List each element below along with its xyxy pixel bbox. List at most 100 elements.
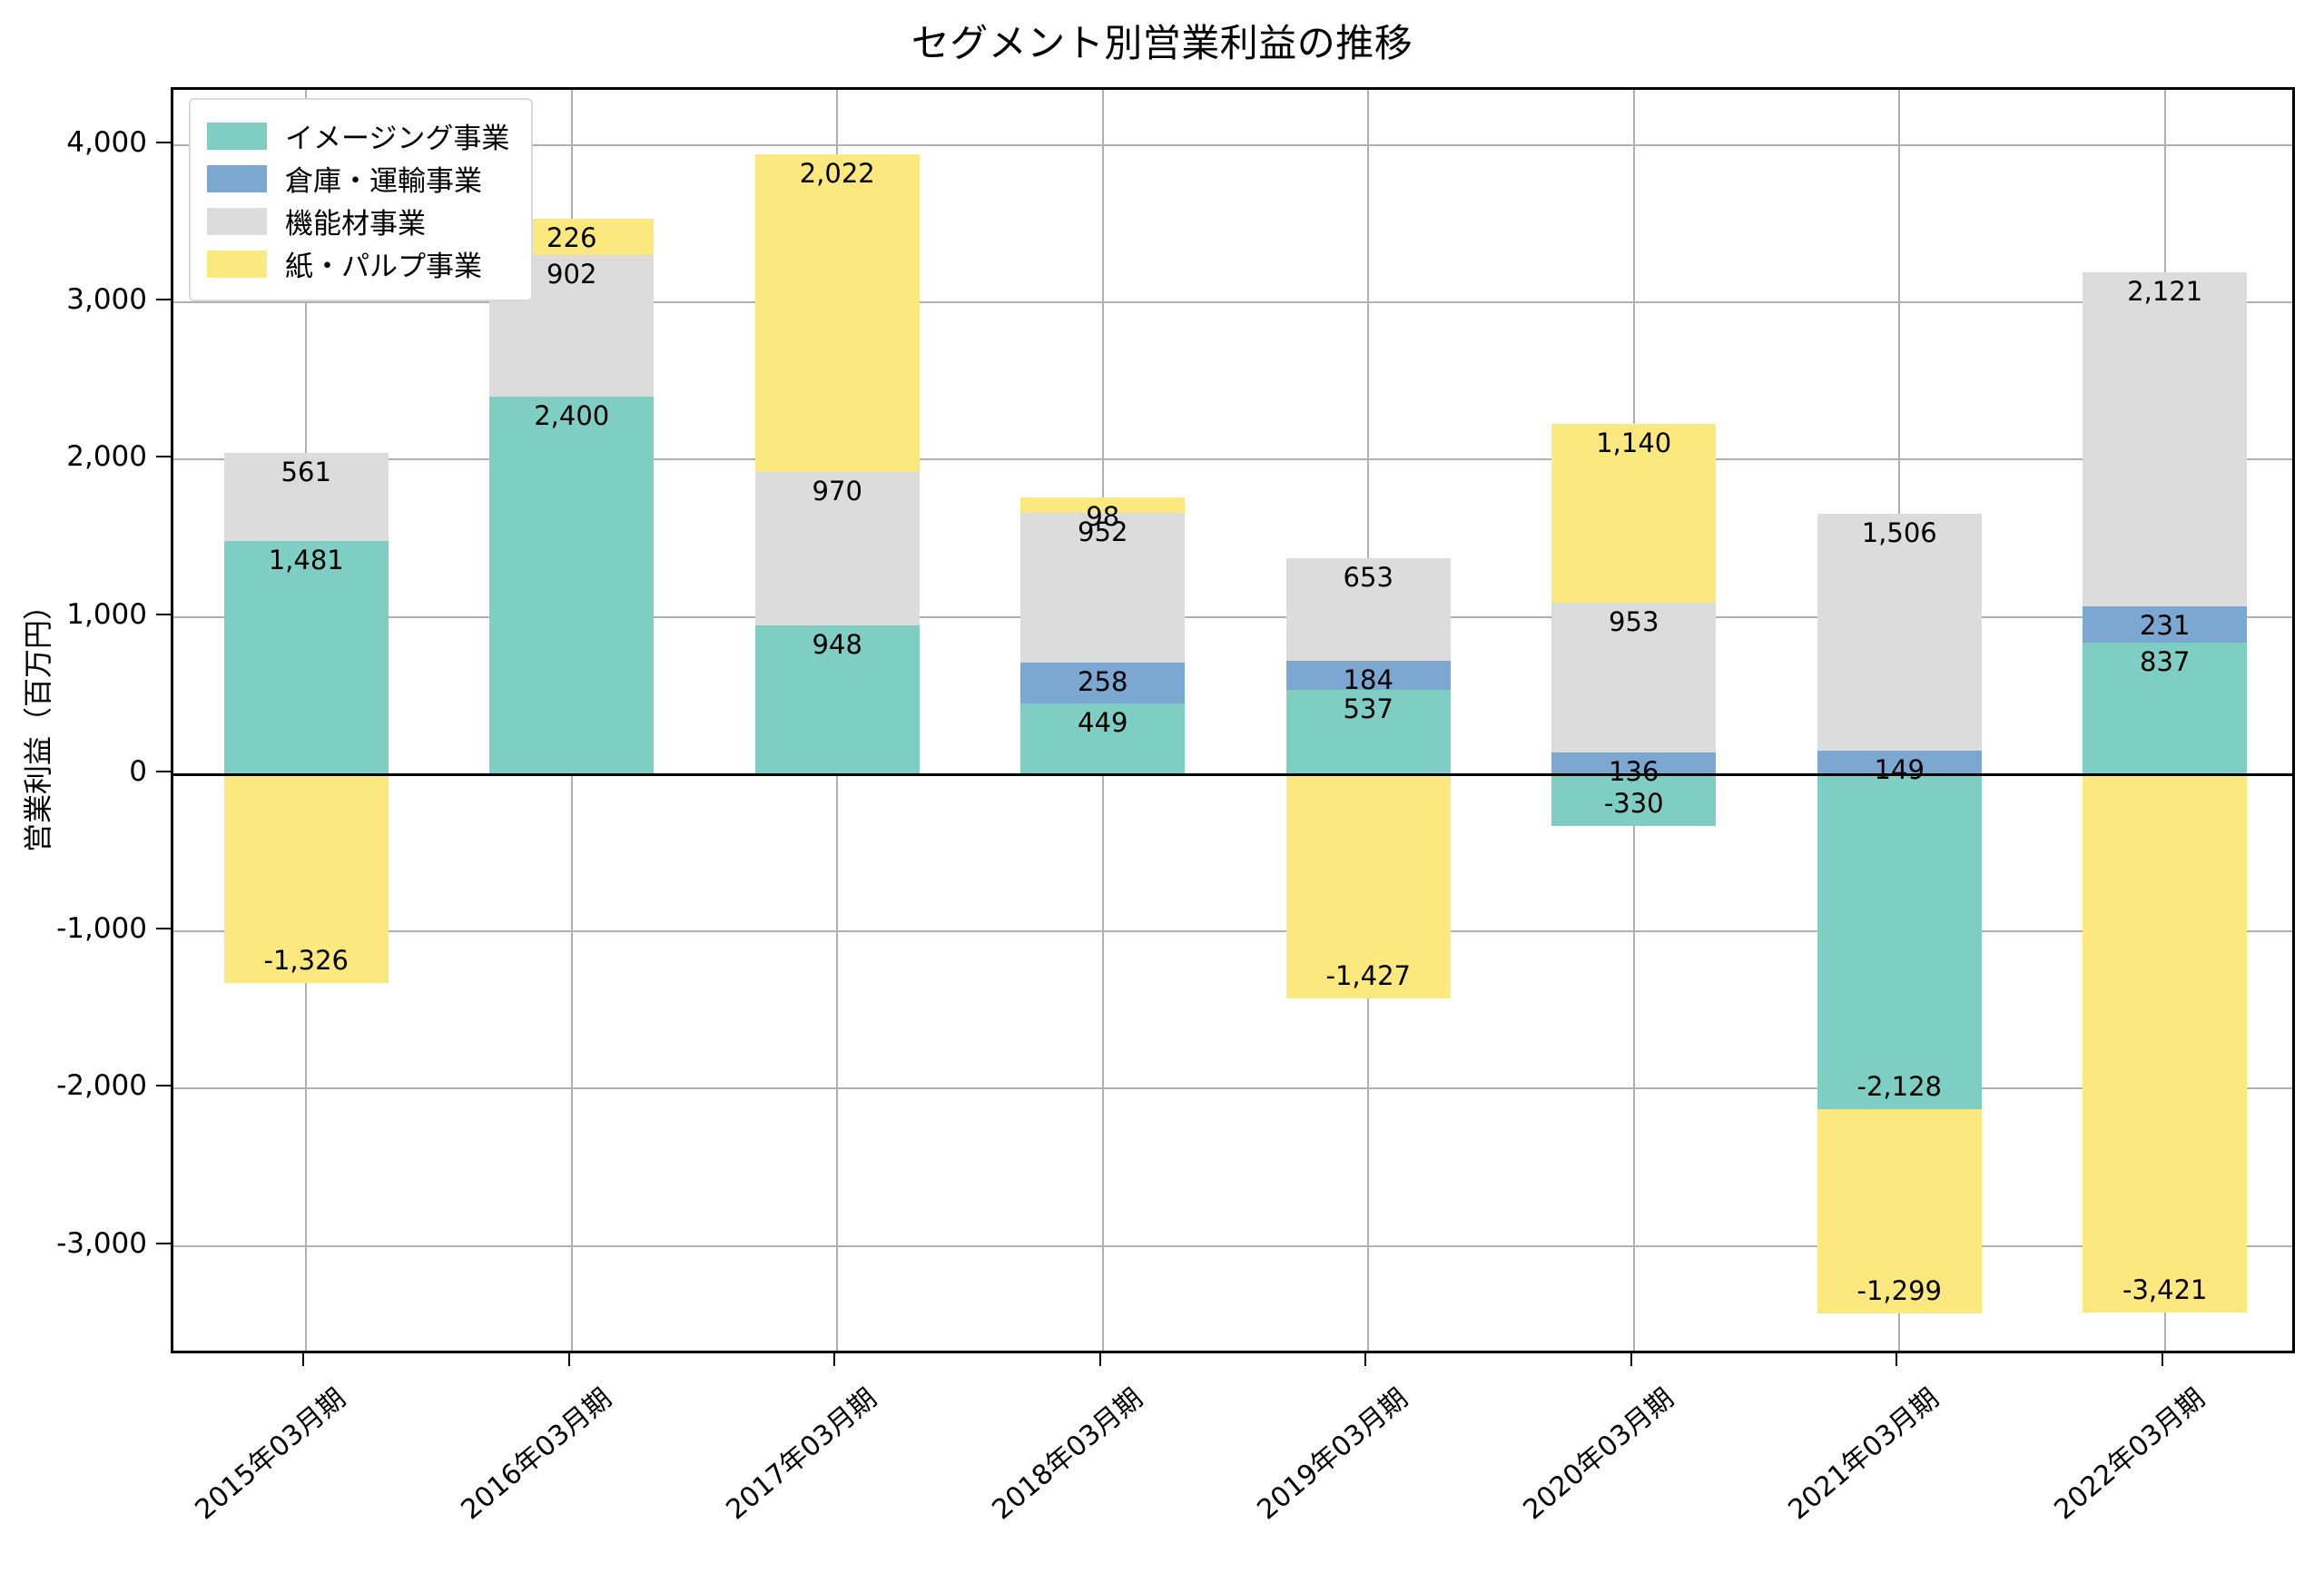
bar-segment[interactable]: [754, 154, 920, 473]
legend-item[interactable]: 紙・パルプ事業: [207, 242, 509, 285]
bar-value-label: 952: [1078, 516, 1128, 548]
x-tick-mark: [2161, 1353, 2163, 1366]
x-tick-label: 2021年03月期: [1782, 1382, 1945, 1527]
bar-value-label: -2,128: [1856, 1070, 1942, 1102]
bar-segment[interactable]: [2083, 642, 2248, 774]
bar-value-label: 2,022: [799, 158, 875, 190]
bar-segment[interactable]: [1551, 603, 1717, 753]
x-tick-label: 2016年03月期: [455, 1382, 618, 1527]
y-axis-label: 営業利益（百万円）: [21, 590, 55, 852]
bar-value-label: 948: [812, 628, 862, 660]
bar-segment[interactable]: [1817, 514, 1982, 751]
bar-value-label: 1,140: [1596, 427, 1672, 458]
bar-value-label: 2,121: [2127, 276, 2203, 308]
legend-label: 紙・パルプ事業: [285, 251, 482, 283]
bar-segment[interactable]: [223, 452, 389, 542]
bar-segment[interactable]: [2083, 773, 2248, 1313]
bar-value-label: 98: [1086, 501, 1120, 533]
bar-value-label: 902: [547, 258, 597, 290]
legend-label: イメージング事業: [285, 123, 510, 155]
gridline-horizontal: [173, 143, 2292, 146]
bar-value-label: -3,421: [2122, 1273, 2208, 1305]
gridline-horizontal: [173, 1087, 2292, 1090]
bar-segment[interactable]: [1020, 513, 1186, 664]
y-tick-label: 1,000: [66, 597, 147, 631]
bar-segment[interactable]: [223, 773, 389, 983]
bar-segment[interactable]: [1285, 557, 1451, 661]
y-tick-mark: [156, 770, 171, 772]
bar-segment[interactable]: [754, 472, 920, 625]
legend-item[interactable]: 機能材事業: [207, 200, 509, 242]
bar-segment[interactable]: [489, 396, 655, 774]
bar-segment[interactable]: [1020, 663, 1186, 703]
bar-value-label: 258: [1078, 666, 1128, 698]
y-tick-mark: [156, 298, 171, 300]
bar-value-label: 953: [1609, 606, 1659, 638]
x-tick-label: 2015年03月期: [189, 1382, 352, 1527]
chart-title: セグメント別営業利益の推移: [911, 21, 1413, 65]
bar-value-label: 970: [812, 476, 862, 507]
bar-segment[interactable]: [223, 541, 389, 774]
bar-value-label: -1,427: [1325, 960, 1411, 992]
gridline-horizontal: [173, 458, 2292, 461]
bar-value-label: -330: [1603, 788, 1664, 819]
plot-area: 1,481 561 -1,326 2,400 902 226 948 970 2,022 449 2…: [171, 87, 2295, 1353]
legend-item[interactable]: 倉庫・運輸事業: [207, 157, 509, 200]
legend-label: 機能材事業: [285, 208, 426, 241]
bar-value-label: 226: [547, 222, 597, 254]
bar-value-label: 837: [2140, 645, 2191, 677]
bar-value-label: 1,506: [1861, 517, 1937, 549]
bar-value-label: 149: [1874, 753, 1925, 785]
zero-line: [173, 772, 2292, 776]
bar-group[interactable]: 1,481 561 -1,326: [223, 90, 389, 1351]
bar-group[interactable]: 537 184 653 -1,427: [1285, 90, 1451, 1351]
y-tick-label: 2,000: [66, 440, 147, 474]
x-tick-mark: [567, 1353, 570, 1366]
gridline-horizontal: [173, 930, 2292, 933]
bar-segment[interactable]: [1285, 689, 1451, 774]
bar-segment[interactable]: [1817, 773, 1982, 1109]
bar-value-label: 231: [2140, 609, 2191, 641]
bar-segment[interactable]: [754, 624, 920, 774]
x-tick-label: 2017年03月期: [720, 1382, 883, 1527]
bar-segment[interactable]: [2083, 605, 2248, 643]
bar-segment[interactable]: [2083, 272, 2248, 606]
y-tick-mark: [156, 141, 171, 143]
gridline-horizontal: [173, 300, 2292, 303]
legend-item[interactable]: イメージング事業: [207, 114, 509, 157]
bar-group[interactable]: 837 231 2,121 -3,421: [2083, 90, 2248, 1351]
y-tick-mark: [156, 456, 171, 458]
gridline-horizontal: [173, 1244, 2292, 1247]
bar-segment[interactable]: [1020, 497, 1186, 514]
x-tick-label: 2020年03月期: [1517, 1382, 1680, 1527]
bar-group[interactable]: -2,128 149 1,506 -1,299: [1817, 90, 1982, 1351]
bar-value-label: 136: [1609, 756, 1659, 788]
bar-segment[interactable]: [1817, 750, 1982, 774]
bar-segment[interactable]: [1817, 1108, 1982, 1313]
bar-value-label: 184: [1343, 664, 1393, 695]
bar-value-label: 561: [281, 456, 331, 487]
bar-group[interactable]: 948 970 2,022: [754, 90, 920, 1351]
x-tick-mark: [302, 1353, 305, 1366]
legend-swatch: [207, 250, 267, 278]
bar-segment[interactable]: [1551, 773, 1717, 826]
bar-segment[interactable]: [1285, 660, 1451, 690]
bar-segment[interactable]: [1020, 703, 1186, 774]
bar-group[interactable]: 449 258 952 98: [1020, 90, 1186, 1351]
bar-segment[interactable]: [1551, 752, 1717, 774]
legend-swatch: [207, 122, 267, 150]
bar-value-label: -1,326: [263, 944, 349, 976]
bar-segment[interactable]: [1551, 423, 1717, 604]
y-tick-mark: [156, 1085, 171, 1087]
bar-segment[interactable]: [1285, 773, 1451, 999]
y-tick-mark: [156, 928, 171, 930]
x-tick-mark: [833, 1353, 836, 1366]
x-tick-label: 2018年03月期: [986, 1382, 1149, 1527]
x-tick-label: 2019年03月期: [1251, 1382, 1414, 1527]
x-tick-mark: [1098, 1353, 1101, 1366]
bar-group[interactable]: -330 136 953 1,140: [1551, 90, 1717, 1351]
y-tick-label: -2,000: [56, 1069, 147, 1103]
x-tick-mark: [1630, 1353, 1632, 1366]
y-tick-label: 0: [129, 754, 147, 788]
chart-legend[interactable]: イメージング事業 倉庫・運輸事業機能材事業紙・パルプ事業: [189, 98, 534, 301]
